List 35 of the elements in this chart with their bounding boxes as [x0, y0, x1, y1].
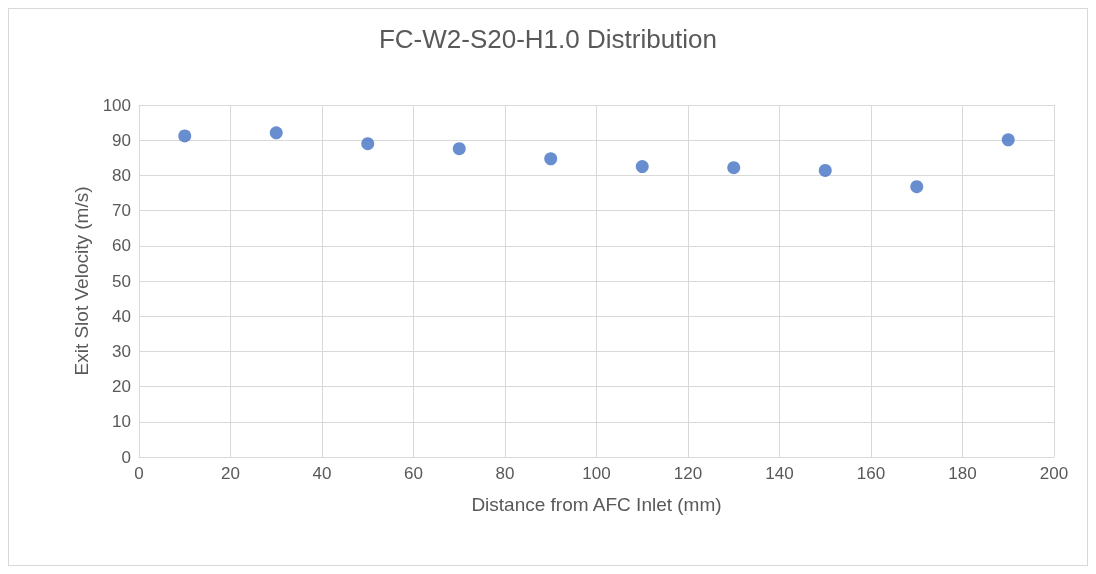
point: [1001, 133, 1015, 147]
y-tick-label: 0: [121, 447, 131, 467]
x-tick-label: 40: [312, 464, 332, 483]
y-tick-label: 50: [112, 271, 131, 291]
x-tick-label: 20: [221, 464, 240, 483]
point: [910, 180, 924, 194]
chart-title: FC-W2-S20-H1.0 Distribution: [378, 24, 718, 54]
y-tick-label: 80: [112, 165, 131, 185]
x-tick-label: 160: [856, 464, 886, 483]
y-tick-label: 30: [112, 341, 131, 361]
x-tick-label: 180: [948, 464, 977, 483]
x-tick-label: 60: [404, 464, 423, 483]
point: [544, 152, 558, 166]
x-tick-label: 200: [1039, 464, 1069, 483]
y-axis-title: Exit Slot Velocity (m/s): [71, 186, 92, 376]
y-tick-label: 100: [102, 95, 131, 115]
y-tick-label: 10: [112, 412, 131, 432]
point: [269, 126, 283, 140]
y-tick-label: 40: [112, 306, 131, 326]
point: [635, 160, 649, 174]
y-tick-label: 70: [112, 201, 131, 221]
x-tick-label: 0: [134, 464, 144, 483]
x-tick-label: 80: [495, 464, 515, 483]
y-tick-label: 60: [112, 236, 131, 256]
point: [818, 163, 832, 177]
point: [452, 142, 466, 156]
x-axis-title: Distance from AFC Inlet (mm): [471, 494, 722, 515]
x-tick-label: 120: [673, 464, 703, 483]
point: [361, 137, 375, 151]
point: [178, 129, 192, 143]
point: [727, 161, 741, 175]
y-tick-label: 90: [112, 130, 131, 150]
y-tick-label: 20: [112, 377, 131, 397]
x-tick-label: 140: [765, 464, 794, 483]
x-tick-label: 100: [582, 464, 611, 483]
